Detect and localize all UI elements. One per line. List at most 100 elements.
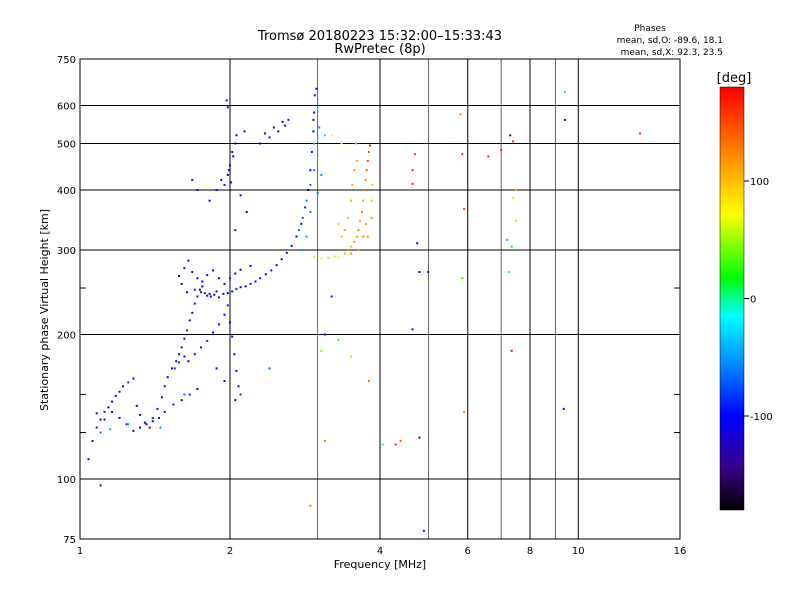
- data-point: [320, 174, 323, 176]
- data-point: [509, 134, 512, 137]
- data-point: [103, 418, 106, 421]
- data-point: [327, 256, 330, 259]
- data-point: [463, 410, 466, 413]
- data-point: [318, 126, 321, 129]
- x-tick-label: 16: [674, 546, 687, 557]
- data-point: [369, 144, 371, 147]
- y-tick-labels: 75 100 200 300 400 500 600 750: [57, 55, 76, 546]
- data-point: [356, 235, 359, 238]
- data-point: [249, 264, 252, 267]
- data-point: [337, 338, 340, 341]
- data-point: [268, 136, 271, 139]
- data-point: [510, 349, 513, 352]
- data-point: [183, 393, 186, 396]
- data-point: [512, 197, 515, 199]
- data-point: [183, 267, 186, 270]
- data-point: [563, 118, 566, 121]
- data-point: [234, 229, 237, 232]
- data-point: [132, 377, 135, 380]
- data-point: [193, 353, 196, 356]
- data-point: [217, 296, 220, 299]
- data-point: [239, 393, 242, 396]
- grid-lines: [80, 59, 680, 539]
- data-point: [125, 423, 128, 426]
- data-point: [160, 396, 163, 399]
- colorbar-tick-label: 0: [750, 295, 756, 306]
- data-point: [413, 153, 416, 156]
- data-point: [277, 130, 280, 133]
- chart-title: Tromsø 20180223 15:32:00–15:33:43: [257, 29, 502, 44]
- data-point: [305, 235, 308, 238]
- data-point: [411, 182, 414, 185]
- data-point: [196, 295, 199, 298]
- data-point: [363, 189, 366, 191]
- data-point: [157, 417, 160, 419]
- data-point: [171, 367, 173, 370]
- data-point: [215, 189, 218, 191]
- y-tick-label: 100: [57, 475, 76, 486]
- data-point: [103, 410, 106, 413]
- data-point: [191, 271, 194, 273]
- data-point: [357, 229, 360, 232]
- data-point: [234, 399, 237, 402]
- data-point: [127, 381, 130, 384]
- data-point: [365, 169, 368, 172]
- data-point: [370, 199, 373, 202]
- data-point: [287, 118, 290, 121]
- data-point: [343, 229, 346, 232]
- data-point: [196, 189, 199, 191]
- data-point: [254, 280, 257, 283]
- data-point: [316, 191, 319, 194]
- data-point: [206, 339, 209, 342]
- data-point: [512, 140, 515, 143]
- data-point: [370, 216, 373, 219]
- data-point: [156, 407, 159, 410]
- data-point: [416, 242, 419, 245]
- data-point: [239, 194, 242, 197]
- data-point: [118, 390, 121, 393]
- data-point: [223, 282, 226, 285]
- data-point: [114, 394, 117, 397]
- data-point: [290, 244, 293, 247]
- data-point: [366, 235, 369, 238]
- data-point: [127, 423, 130, 426]
- data-point: [187, 360, 190, 363]
- data-point: [188, 319, 191, 322]
- data-point: [206, 294, 209, 297]
- data-point: [367, 380, 370, 383]
- y-tick-label: 400: [57, 186, 76, 197]
- y-tick-label: 75: [63, 535, 76, 546]
- data-point: [191, 178, 194, 181]
- data-point: [178, 274, 180, 277]
- data-point: [515, 219, 517, 222]
- x-tick-label: 8: [527, 546, 533, 557]
- data-point: [343, 252, 346, 255]
- data-point: [337, 222, 340, 225]
- data-point: [215, 290, 218, 293]
- data-point: [353, 240, 356, 243]
- data-point: [295, 235, 298, 238]
- data-point: [208, 292, 211, 295]
- data-point: [411, 169, 414, 172]
- data-point: [461, 153, 464, 156]
- data-point: [163, 410, 166, 413]
- data-point: [244, 285, 247, 288]
- data-point: [95, 426, 98, 429]
- data-point: [188, 393, 191, 396]
- data-point: [411, 328, 414, 331]
- data-point: [394, 443, 397, 446]
- data-point: [507, 271, 510, 273]
- data-point: [515, 189, 517, 191]
- data-point: [418, 271, 421, 273]
- data-point: [215, 367, 218, 370]
- x-tick-label: 4: [377, 546, 383, 557]
- data-point: [173, 367, 176, 370]
- data-point: [272, 126, 275, 129]
- x-tick-label: 1: [77, 546, 83, 557]
- data-point: [132, 429, 135, 432]
- data-point: [510, 245, 513, 248]
- stats-x-line: mean, sd,X: 92.3, 23.5: [621, 48, 723, 58]
- data-point: [212, 269, 215, 272]
- data-point: [309, 504, 312, 507]
- data-point: [399, 440, 402, 442]
